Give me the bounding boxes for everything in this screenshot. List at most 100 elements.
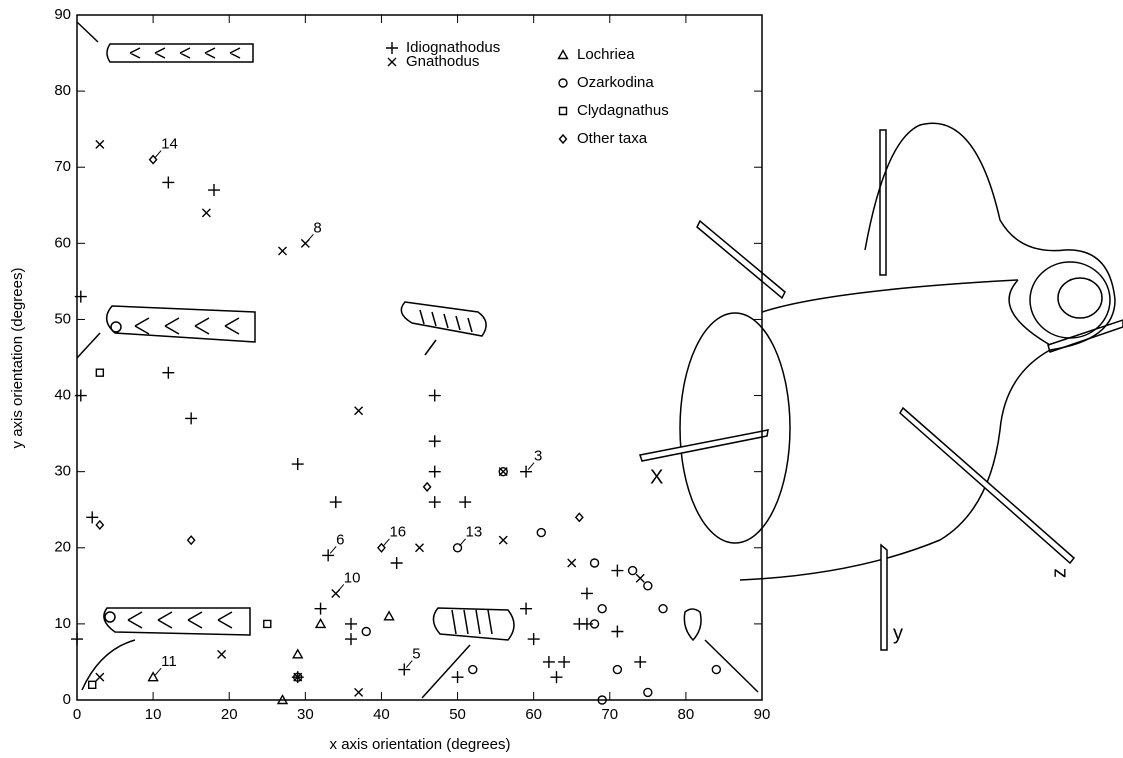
data-point <box>658 603 668 614</box>
data-point <box>186 535 196 546</box>
data-point <box>148 154 158 165</box>
annotation: 10 <box>344 569 361 586</box>
annotation-leader <box>329 546 337 554</box>
data-point <box>185 412 198 425</box>
annotation: 5 <box>412 646 420 663</box>
legend-label: Clydagnathus <box>577 102 669 119</box>
data-point <box>498 535 508 545</box>
data-point <box>390 557 403 569</box>
tooth-illustrations <box>76 21 759 699</box>
y-tick-label: 40 <box>54 387 71 404</box>
data-point <box>71 633 83 646</box>
data-point <box>711 664 722 675</box>
data-point <box>589 558 600 568</box>
data-point <box>635 573 645 583</box>
y-tick-label: 60 <box>54 234 71 251</box>
data-point <box>354 406 364 416</box>
data-point <box>292 648 304 659</box>
data-point <box>329 496 342 509</box>
data-point <box>634 655 647 668</box>
data-point <box>452 543 463 553</box>
x-tick-label: 40 <box>373 706 390 723</box>
data-point <box>527 633 540 646</box>
plot-frame <box>76 14 763 701</box>
data-point <box>88 680 97 689</box>
data-point <box>74 290 87 303</box>
diagram-label: y <box>893 622 903 644</box>
data-point <box>95 368 105 377</box>
data-point <box>398 663 411 676</box>
data-point <box>147 671 159 682</box>
x-tick-label: 20 <box>221 706 238 723</box>
y-tick-label: 0 <box>63 691 71 708</box>
annotation-leader <box>154 150 162 158</box>
x-tick-label: 30 <box>297 706 314 723</box>
data-point <box>162 176 175 189</box>
annotation-leader <box>459 538 466 547</box>
x-tick-label: 90 <box>754 706 771 723</box>
data-point <box>520 465 533 478</box>
data-point <box>86 511 99 524</box>
legend-label: Lochriea <box>577 46 635 63</box>
data-point <box>95 519 105 531</box>
annotation: 6 <box>336 531 344 548</box>
data-point <box>415 543 424 553</box>
data-point <box>314 617 327 629</box>
diagram-label: z <box>1048 568 1070 578</box>
y-tick-label: 70 <box>54 158 71 175</box>
data-point <box>612 664 623 675</box>
data-point <box>345 617 357 630</box>
annotation-leader <box>154 667 162 676</box>
x-tick-label: 0 <box>73 706 81 723</box>
annotation: 3 <box>534 448 542 465</box>
data-point <box>468 664 478 675</box>
data-point <box>574 512 584 523</box>
data-point <box>520 602 533 615</box>
data-point <box>422 481 432 492</box>
data-point <box>354 687 364 697</box>
y-tick-label: 10 <box>54 615 71 632</box>
y-tick-label: 80 <box>54 82 71 99</box>
data-point <box>597 603 607 614</box>
data-point <box>459 496 472 509</box>
y-tick-label: 90 <box>54 6 71 23</box>
annotation-leader <box>306 234 314 242</box>
data-point <box>263 619 272 629</box>
data-point <box>276 694 289 705</box>
data-point <box>74 389 87 402</box>
y-axis-label: y axis orientation (degrees) <box>9 268 26 449</box>
data-point <box>361 626 371 637</box>
x-axis-label: x axis orientation (degrees) <box>330 736 511 753</box>
data-point <box>291 458 304 471</box>
data-point <box>611 564 624 577</box>
data-point <box>536 527 546 538</box>
data-point <box>611 625 624 638</box>
x-tick-label: 50 <box>449 706 466 723</box>
annotation-leader <box>405 660 413 668</box>
diagram-label: X <box>650 466 663 488</box>
data-point <box>428 435 441 448</box>
data-point <box>580 587 593 600</box>
data-point <box>322 549 335 562</box>
data-point <box>643 687 653 698</box>
legend-label: Ozarkodina <box>577 74 654 91</box>
legend-symbol <box>558 133 568 145</box>
data-point <box>498 466 508 477</box>
data-point <box>377 542 386 553</box>
data-point <box>95 672 105 682</box>
legend-label: Idiognathodus <box>406 39 500 56</box>
annotation: 14 <box>161 136 178 153</box>
data-point <box>278 246 287 256</box>
y-tick-label: 50 <box>54 310 71 327</box>
annotation: 11 <box>161 653 177 670</box>
data-point <box>542 655 555 668</box>
data-point <box>428 465 441 478</box>
annotation: 8 <box>313 219 321 236</box>
data-point <box>201 208 211 218</box>
x-tick-label: 60 <box>525 706 542 723</box>
data-point <box>428 389 441 402</box>
x-tick-label: 10 <box>145 706 162 723</box>
data-point <box>550 671 563 684</box>
x-tick-label: 70 <box>601 706 618 723</box>
